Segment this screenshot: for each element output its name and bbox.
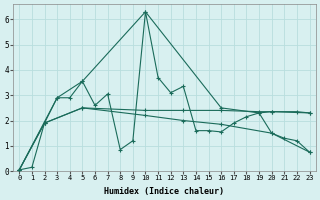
X-axis label: Humidex (Indice chaleur): Humidex (Indice chaleur) xyxy=(104,187,224,196)
